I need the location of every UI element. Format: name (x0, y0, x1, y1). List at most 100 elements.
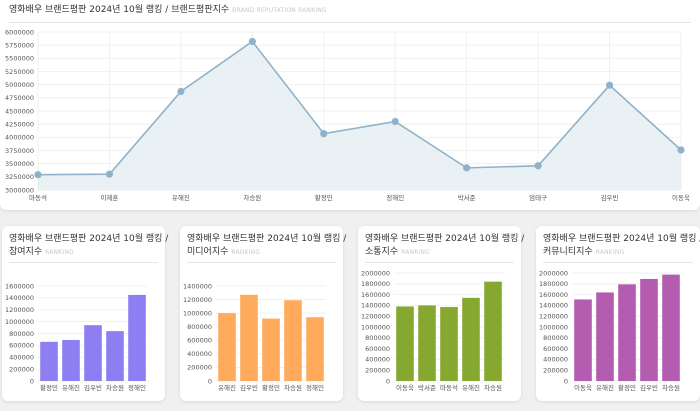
data-point (677, 146, 685, 154)
x-tick-label: 박서준 (418, 383, 436, 392)
participation-card: 영화배우 브랜드평판 2024년 10월 랭킹 / 참여지수 RANKING 0 20… (2, 226, 168, 401)
community-card: 영화배우 브랜드평판 2024년 10월 랭킹 / 커뮤니티지수 RANKING 0… (536, 226, 700, 401)
bar (462, 297, 480, 381)
x-tick-label: 이동욱 (574, 383, 592, 392)
communication-title-line1: 영화배우 브랜드평판 2024년 10월 랭킹 / (365, 234, 525, 244)
y-tick-label: 5000000 (5, 81, 34, 89)
x-tick-label: 정해인 (306, 383, 324, 392)
communication-chart: 0 200000 400000 600000 800000 1000000 1200000 1… (361, 269, 504, 392)
data-point (320, 130, 328, 138)
y-tick-label: 400000 (365, 356, 390, 364)
communication-title-line2: 소통지수 (365, 247, 399, 257)
y-tick-label: 5500000 (5, 55, 34, 63)
media-card: 영화배우 브랜드평판 2024년 10월 랭킹 / 미디어지수 RANKING 0 2… (180, 226, 346, 401)
y-tick-label: 1200000 (5, 306, 34, 314)
series-area (38, 41, 681, 191)
y-tick-label: 1400000 (361, 302, 390, 310)
y-tick-label: 600000 (187, 337, 212, 345)
data-point (105, 170, 114, 178)
y-tick-label: 200000 (365, 367, 390, 375)
participation-title-line2: 참여지수 (9, 247, 43, 257)
bar (484, 281, 502, 381)
brand-reputation-card: 영화배우 브랜드평판 2024년 10월 랭킹 / 브랜드평판지수 BRAND R… (0, 0, 700, 210)
participation-title: 영화배우 브랜드평판 2024년 10월 랭킹 / 참여지수 RANKING (9, 233, 168, 259)
y-tick-label: 1400000 (183, 282, 212, 290)
x-tick-label: 차승원 (662, 383, 680, 392)
participation-subtitle: RANKING (45, 249, 74, 256)
y-tick-label: 3500000 (5, 160, 34, 168)
y-tick-label: 3000000 (5, 186, 34, 194)
bar (618, 284, 636, 381)
x-tick-label: 차승원 (106, 383, 124, 392)
bar (640, 278, 658, 381)
x-tick-label: 유해진 (62, 383, 80, 392)
x-tick-label: 마동석 (440, 383, 458, 392)
bar (396, 306, 414, 381)
x-tick-label: 황정민 (315, 193, 333, 202)
y-tick-label: 200000 (9, 365, 34, 373)
x-tick-label: 이제훈 (100, 193, 118, 202)
media-subtitle: RANKING (231, 249, 261, 256)
data-point (605, 81, 614, 89)
y-tick-label: 1400000 (5, 294, 34, 302)
y-tick-label: 3750000 (5, 147, 34, 155)
y-tick-label: 600000 (9, 342, 34, 350)
y-tick-label: 4750000 (5, 94, 34, 102)
bar (306, 317, 324, 381)
media-title-line2: 미디어지수 (187, 247, 229, 257)
y-tick-label: 4000000 (5, 134, 34, 142)
bar (84, 325, 102, 381)
data-point (248, 37, 256, 46)
y-tick-label: 1600000 (361, 291, 390, 299)
y-tick-label: 4500000 (5, 107, 34, 115)
bar (596, 292, 614, 381)
y-tick-label: 5750000 (5, 41, 34, 49)
community-subtitle: RANKING (595, 249, 625, 256)
bar (62, 340, 80, 381)
title-divider (543, 262, 693, 263)
x-tick-label: 김우빈 (240, 383, 258, 392)
y-tick-label: 2000000 (361, 269, 390, 277)
x-tick-label: 김우빈 (84, 383, 102, 392)
y-tick-label: 200000 (187, 364, 212, 372)
media-chart: 0 200000 400000 600000 800000 1000000 1200000 1… (183, 282, 326, 392)
y-tick-label: 200000 (543, 367, 568, 375)
brand-reputation-chart: 3000000 3250000 3500000 3750000 4000000 42500… (5, 28, 690, 202)
participation-chart: 0 200000 400000 600000 800000 1000000 1200000 1… (5, 282, 148, 392)
y-tick-label: 400000 (543, 356, 568, 364)
x-tick-label: 정해인 (386, 193, 404, 202)
y-tick-label: 600000 (543, 345, 568, 353)
y-tick-label: 1800000 (539, 280, 568, 288)
bar (662, 274, 680, 381)
x-tick-label: 김우빈 (640, 383, 658, 392)
community-title: 영화배우 브랜드평판 2024년 10월 랭킹 / 커뮤니티지수 RANKING (543, 233, 700, 259)
brand-reputation-title: 영화배우 브랜드평판 2024년 10월 랭킹 / 브랜드평판지수 BRAND R… (9, 4, 327, 17)
data-point (534, 162, 542, 170)
bar (40, 341, 58, 381)
community-chart: 0 200000 400000 600000 800000 1000000 1200000 1… (539, 269, 682, 392)
brand-reputation-title-text: 영화배우 브랜드평판 2024년 10월 랭킹 / 브랜드평판지수 (9, 5, 230, 15)
y-tick-label: 1200000 (539, 313, 568, 321)
title-divider (9, 262, 158, 263)
x-tick-label: 이동욱 (396, 383, 414, 392)
communication-title: 영화배우 브랜드평판 2024년 10월 랭킹 / 소통지수 RANKING (365, 233, 524, 259)
x-tick-label: 이동욱 (672, 193, 690, 202)
x-tick-label: 박서준 (458, 193, 476, 202)
bar (128, 294, 146, 381)
x-tick-label: 차승원 (243, 193, 261, 202)
x-tick-label: 차승원 (284, 383, 302, 392)
media-title: 영화배우 브랜드평판 2024년 10월 랭킹 / 미디어지수 RANKING (187, 233, 346, 259)
y-tick-label: 800000 (187, 323, 212, 331)
x-tick-label: 황정민 (618, 383, 636, 392)
y-tick-label: 5250000 (5, 68, 34, 76)
y-tick-label: 1600000 (5, 282, 34, 290)
data-point (177, 87, 185, 96)
y-tick-label: 3250000 (5, 173, 34, 181)
title-divider (365, 262, 514, 263)
brand-reputation-subtitle: BRAND REPUTATION RANKING (232, 7, 327, 14)
bar (418, 305, 436, 381)
y-tick-label: 6000000 (5, 28, 34, 36)
x-tick-label: 황정민 (262, 383, 280, 392)
y-tick-label: 1800000 (361, 280, 390, 288)
community-title-line2: 커뮤니티지수 (543, 247, 593, 257)
